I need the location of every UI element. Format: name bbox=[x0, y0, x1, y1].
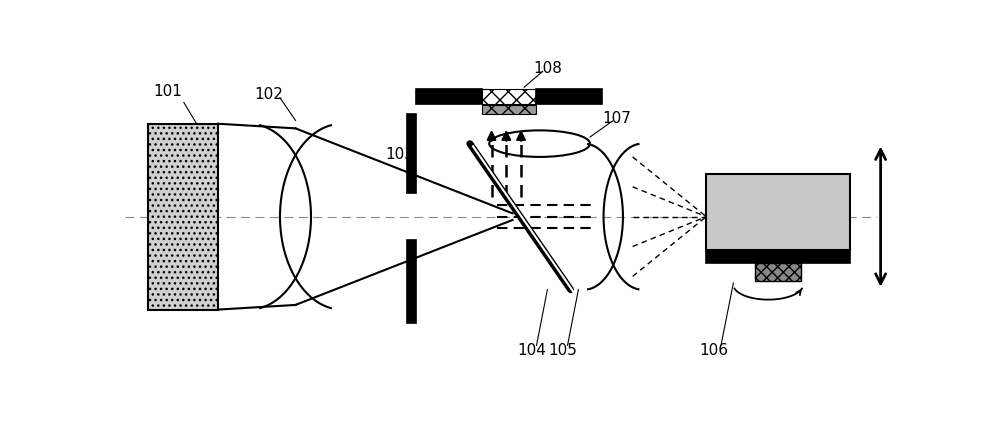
Text: 108: 108 bbox=[533, 61, 562, 76]
Text: 101: 101 bbox=[153, 84, 182, 99]
Text: 104: 104 bbox=[517, 342, 546, 357]
Bar bbox=[706, 174, 850, 250]
Bar bbox=[755, 264, 801, 282]
Text: 102: 102 bbox=[254, 87, 283, 102]
Bar bbox=[482, 90, 536, 104]
Text: 107: 107 bbox=[603, 111, 632, 125]
Bar bbox=[536, 90, 602, 104]
Bar bbox=[482, 106, 536, 115]
Bar bbox=[407, 114, 416, 194]
Text: 103: 103 bbox=[386, 147, 415, 162]
Bar bbox=[148, 124, 218, 310]
Bar bbox=[416, 90, 482, 104]
Bar bbox=[407, 240, 416, 323]
Text: 105: 105 bbox=[548, 342, 577, 357]
Text: 106: 106 bbox=[700, 342, 728, 357]
Bar bbox=[706, 250, 850, 264]
